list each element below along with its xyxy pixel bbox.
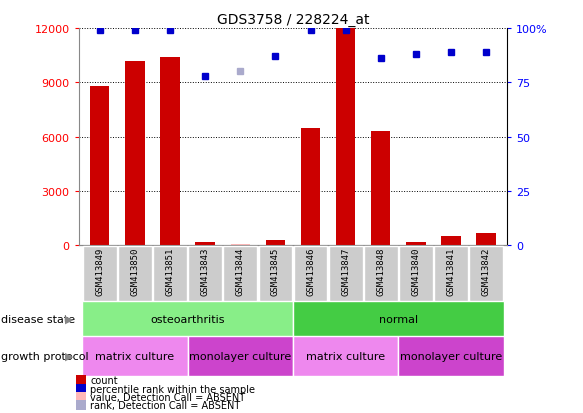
Text: GSM413844: GSM413844 (236, 247, 245, 296)
Bar (399, 246, 433, 301)
Text: matrix culture: matrix culture (96, 351, 174, 361)
Bar (476, 233, 496, 246)
Bar (293, 301, 504, 337)
Text: GSM413840: GSM413840 (412, 247, 420, 296)
Text: GSM413851: GSM413851 (166, 247, 174, 296)
Text: osteoarthritis: osteoarthritis (150, 314, 225, 324)
Text: growth protocol: growth protocol (1, 351, 89, 361)
Bar (398, 337, 504, 376)
Bar (90, 87, 110, 246)
Text: matrix culture: matrix culture (306, 351, 385, 361)
Bar (153, 246, 187, 301)
Text: disease state: disease state (1, 314, 75, 324)
Bar (125, 62, 145, 246)
Text: rank, Detection Call = ABSENT: rank, Detection Call = ABSENT (90, 400, 241, 410)
Text: GSM413850: GSM413850 (131, 247, 139, 296)
Bar (301, 128, 320, 246)
Bar (188, 246, 222, 301)
Bar (82, 337, 188, 376)
Title: GDS3758 / 228224_at: GDS3758 / 228224_at (217, 12, 369, 26)
Bar (195, 242, 215, 246)
Text: monolayer culture: monolayer culture (189, 351, 292, 361)
Bar (336, 29, 355, 246)
Bar (434, 246, 468, 301)
Bar (371, 132, 391, 246)
Bar (82, 301, 293, 337)
Bar (294, 246, 328, 301)
Bar (329, 246, 363, 301)
Bar (364, 246, 398, 301)
Text: GSM413846: GSM413846 (306, 247, 315, 296)
Text: value, Detection Call = ABSENT: value, Detection Call = ABSENT (90, 392, 245, 402)
Text: GSM413847: GSM413847 (341, 247, 350, 296)
Bar (266, 240, 285, 246)
Bar (83, 246, 117, 301)
Bar (406, 242, 426, 246)
Bar (160, 58, 180, 246)
Bar (188, 337, 293, 376)
Text: GSM413845: GSM413845 (271, 247, 280, 296)
Bar (469, 246, 503, 301)
Text: GSM413849: GSM413849 (95, 247, 104, 296)
Bar (258, 246, 292, 301)
Bar (231, 245, 250, 246)
Text: normal: normal (379, 314, 418, 324)
Text: count: count (90, 375, 118, 385)
Text: GSM413841: GSM413841 (447, 247, 455, 296)
Text: percentile rank within the sample: percentile rank within the sample (90, 384, 255, 394)
Bar (223, 246, 257, 301)
Text: GSM413842: GSM413842 (482, 247, 491, 296)
Bar (293, 337, 398, 376)
Text: monolayer culture: monolayer culture (400, 351, 502, 361)
Text: GSM413843: GSM413843 (201, 247, 210, 296)
Text: ▶: ▶ (65, 314, 73, 324)
Bar (118, 246, 152, 301)
Text: ▶: ▶ (65, 351, 73, 361)
Bar (441, 237, 461, 246)
Text: GSM413848: GSM413848 (376, 247, 385, 296)
